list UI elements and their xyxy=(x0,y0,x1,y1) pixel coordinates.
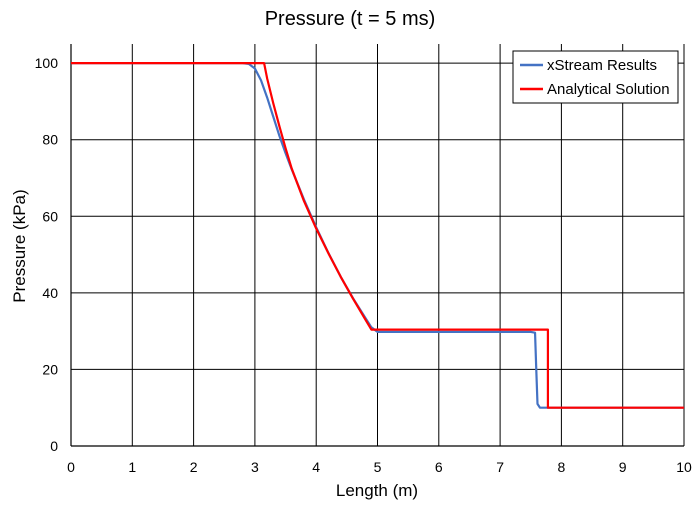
x-tick-label: 5 xyxy=(374,459,382,475)
x-tick-label: 7 xyxy=(496,459,504,475)
analytical-solution-line xyxy=(71,62,684,409)
y-axis-label: Pressure (kPa) xyxy=(10,189,29,302)
x-tick-label: 2 xyxy=(190,459,198,475)
data-series xyxy=(71,62,684,409)
legend-box xyxy=(512,50,679,104)
x-tick-label: 6 xyxy=(435,459,443,475)
x-tick-label: 4 xyxy=(312,459,320,475)
x-axis-label: Length (m) xyxy=(336,481,418,500)
y-tick-label: 40 xyxy=(42,285,58,301)
x-tick-label: 10 xyxy=(676,459,692,475)
y-tick-label: 100 xyxy=(35,55,59,71)
x-tick-label: 0 xyxy=(67,459,75,475)
y-tick-label: 20 xyxy=(42,361,58,377)
x-tick-label: 1 xyxy=(128,459,136,475)
y-tick-label: 0 xyxy=(50,438,58,454)
x-tick-label: 3 xyxy=(251,459,259,475)
axes xyxy=(70,44,684,447)
y-tick-label: 80 xyxy=(42,132,58,148)
legend: xStream Results Analytical Solution xyxy=(512,50,679,104)
legend-label-analytical-solution: Analytical Solution xyxy=(547,81,670,98)
legend-label-xstream-results: xStream Results xyxy=(547,57,657,74)
x-tick-label: 8 xyxy=(558,459,566,475)
y-tick-label: 60 xyxy=(42,208,58,224)
x-tick-label: 9 xyxy=(619,459,627,475)
chart-title: Pressure (t = 5 ms) xyxy=(265,8,436,30)
